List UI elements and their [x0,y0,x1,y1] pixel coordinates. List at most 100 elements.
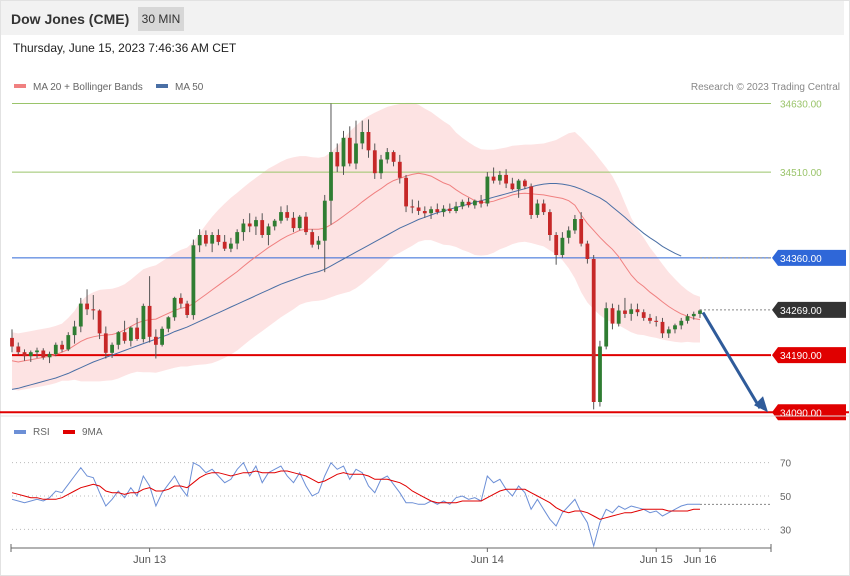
candle-body [635,309,640,313]
rsi-level-label-50: 50 [780,492,792,503]
candle-body [379,159,383,174]
candle-body [129,327,133,341]
ma50-line [11,183,682,390]
candle-body [254,220,258,227]
level-label-34090.00: 34090.00 [780,408,822,419]
candle-body [548,212,552,235]
candle-body [147,305,152,337]
candle-body [116,332,121,345]
candle-body [498,174,502,181]
candle-body [516,180,521,190]
rsi-legend-label: RSI [33,427,50,438]
candle-body [573,219,577,231]
level-label-34360.00: 34360.00 [780,254,822,265]
ma20-line [11,172,701,363]
candle-body [541,203,546,213]
level-label-34190.00: 34190.00 [780,351,822,362]
interval-button[interactable]: 30 MIN [138,7,184,31]
candle-body [122,332,127,341]
rsi-legend-swatch [14,430,26,434]
rsi-ma-legend-label: 9MA [82,427,103,438]
candle-body [397,161,402,178]
candle-body [16,346,21,353]
candle-body [229,243,233,249]
level-tag-34190.00 [772,347,846,364]
candle-body [316,240,321,245]
x-tick-label: Jun 16 [683,554,716,566]
level-label-34630.00: 34630.00 [780,99,822,110]
candle-body [604,308,609,347]
candle-body [510,183,515,190]
candle-body [41,350,46,358]
candle-body [641,312,646,318]
candle-body [579,219,584,244]
candle-body [491,176,496,181]
candle-body [454,206,458,211]
candle-body [691,313,696,317]
candle-body [10,337,14,347]
candle-body [179,297,183,304]
candle-body [260,220,265,235]
candle-body [679,320,684,326]
candle-body [110,344,114,353]
candle-body [329,152,333,201]
candle-body [629,309,634,314]
candle-body [479,200,483,204]
candle-body [279,212,283,221]
candle-body [422,211,427,214]
ma20-legend-label: MA 20 + Bollinger Bands [33,82,143,93]
x-tick-label: Jun 15 [640,554,673,566]
candle-body [154,336,158,345]
candle-body [285,212,290,218]
forecast-arrow-head [754,396,768,413]
candle-body [391,152,396,162]
candle-body [60,344,64,350]
candle-body [172,297,177,318]
candle-body [266,226,271,235]
candle-body [685,316,690,321]
candle-body [360,132,365,144]
candle-body [372,150,377,174]
candle-body [210,235,215,244]
candle-body [347,137,352,164]
candle-body [28,352,33,357]
candle-body [341,137,346,167]
candle-body [591,259,596,402]
x-tick-label: Jun 13 [133,554,166,566]
candle-body [247,223,252,227]
ma20-legend-swatch [14,84,26,88]
candle-body [335,152,340,167]
candle-body [598,346,602,402]
candle-body [616,310,621,324]
level-tag-34269.00 [772,301,846,318]
candle-body [366,132,371,151]
ma50-legend-swatch [156,84,168,88]
candle-body [535,203,540,215]
candle-body [91,309,96,311]
candle-body [241,223,246,233]
chart-datetime: Thursday, June 15, 2023 7:46:36 AM CET [13,41,237,55]
candle-body [354,143,358,164]
candle-body [85,303,89,310]
candle-body [35,350,39,353]
candle-body [560,237,565,255]
rsi-ma-legend-swatch [63,430,75,434]
candle-body [623,310,627,314]
candle-body [610,308,615,324]
candle-body [523,180,527,187]
candle-body [698,310,702,314]
candle-body [654,320,659,322]
candle-body [322,200,327,241]
rsi-ma-line [11,470,700,520]
candle-body [466,201,471,206]
candle-body [529,186,534,215]
candle-body [435,209,440,213]
candle-body [53,344,58,354]
candle-body [72,326,77,336]
candle-body [135,327,139,339]
candle-body [304,216,308,233]
candle-body [666,329,671,334]
rsi-level-label-30: 30 [780,525,792,536]
chart-header: Dow Jones (CME) 30 MIN [1,1,844,35]
